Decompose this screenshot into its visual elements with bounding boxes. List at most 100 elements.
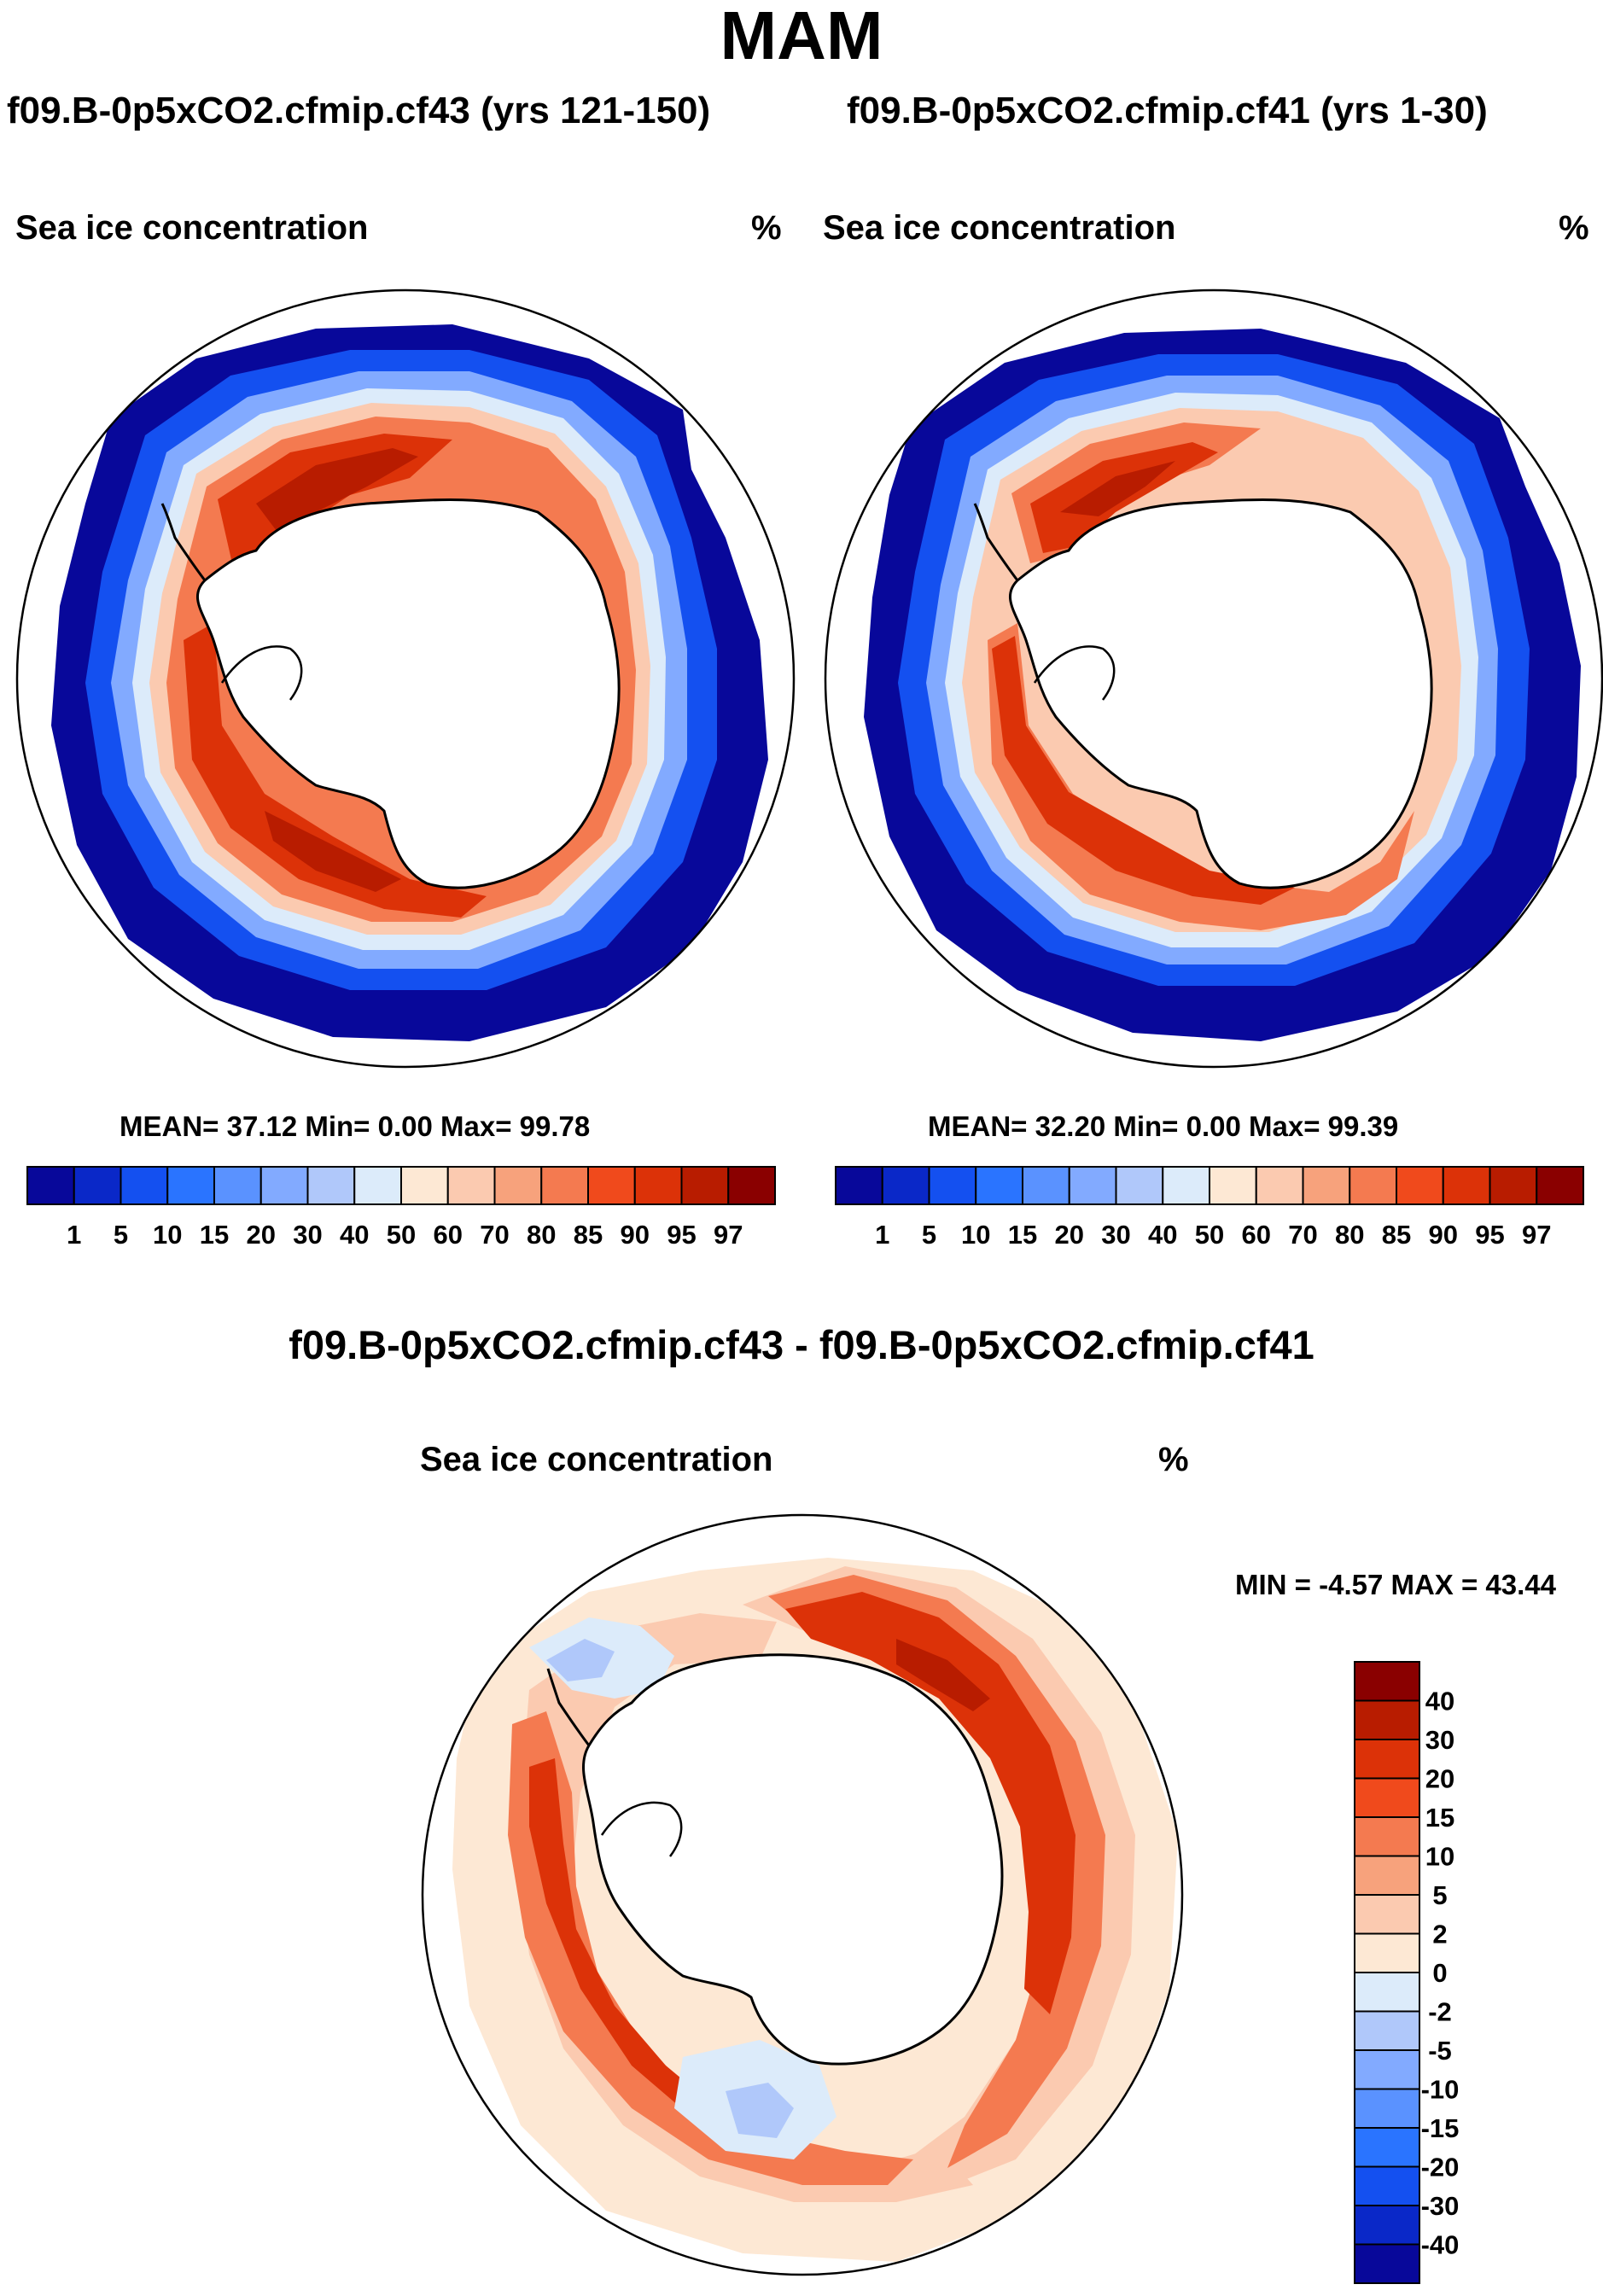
- colorbar-cell: [26, 1166, 75, 1205]
- panel1-map-border: [15, 288, 796, 1069]
- panel1-ross-ice-shelf: [220, 645, 303, 701]
- colorbar-cell: [835, 1166, 883, 1205]
- colorbar-cell: [1354, 2165, 1420, 2206]
- colorbar-cell: [1349, 1166, 1397, 1205]
- colorbar-tick-label: 1: [875, 1220, 889, 1250]
- diff-case-title: f09.B-0p5xCO2.cfmip.cf43 - f09.B-0p5xCO2…: [289, 1322, 1314, 1367]
- panel3-stats: MIN = -4.57 MAX = 43.44: [1235, 1569, 1557, 1600]
- panel3-diff-negative-4: [726, 2083, 794, 2138]
- colorbar-tick-label: 95: [1475, 1220, 1504, 1250]
- colorbar-cell: [306, 1166, 356, 1205]
- colorbar-cell: [1354, 2049, 1420, 2090]
- panel1-variable-label: Sea ice concentration: [15, 209, 369, 247]
- panel3-map-border: [421, 1513, 1184, 2276]
- colorbar-tick-label: 85: [1382, 1220, 1411, 1250]
- panel1-peninsula: [160, 503, 207, 581]
- colorbar-cell: [1209, 1166, 1257, 1205]
- panel2-ice-core-3: [992, 636, 1295, 905]
- colorbar-tick-label: 50: [1195, 1220, 1224, 1250]
- panel3-diff-max-core: [896, 1639, 990, 1711]
- colorbar-cell: [1354, 1932, 1420, 1973]
- colorbar-tick-label: 2: [1432, 1920, 1447, 1949]
- panel2-antarctica: [1008, 498, 1433, 889]
- colorbar-tick-label: 10: [1425, 1842, 1454, 1872]
- colorbar-cell: [446, 1166, 496, 1205]
- colorbar-tick-label: 1: [67, 1220, 81, 1250]
- colorbar-cell: [1354, 1739, 1420, 1780]
- panel2-ross-ice-shelf: [1033, 645, 1116, 701]
- colorbar-tick-label: 85: [574, 1220, 603, 1250]
- colorbar-tick-label: -5: [1428, 2036, 1452, 2066]
- panel3-diff-west-core: [529, 1758, 717, 2117]
- colorbar-cell: [540, 1166, 589, 1205]
- colorbar-cell: [1354, 2088, 1420, 2129]
- panel1-ice-core-3: [184, 623, 487, 918]
- panel1-colorbar: 1 5 10 15 20 30 40 50 60 70 80 85 90 95 97: [26, 1166, 776, 1250]
- colorbar-tick-label: 10: [961, 1220, 990, 1250]
- colorbar-tick-label: -15: [1421, 2113, 1460, 2143]
- panel2-peninsula: [973, 503, 1019, 581]
- colorbar-cell: [353, 1166, 402, 1205]
- panel3-peninsula: [546, 1668, 591, 1746]
- colorbar-cell: [1354, 1699, 1420, 1740]
- panel1-antarctica: [195, 498, 621, 889]
- colorbar-cell: [166, 1166, 215, 1205]
- colorbar-tick-label: 15: [1425, 1803, 1454, 1833]
- colorbar-tick-label: -20: [1421, 2153, 1460, 2182]
- panel2-map-border: [824, 288, 1603, 1069]
- panel1-ice-core-2: [256, 448, 418, 538]
- colorbar-tick-label: 50: [387, 1220, 416, 1250]
- colorbar-tick-label: 5: [114, 1220, 128, 1250]
- colorbar-cell: [213, 1166, 262, 1205]
- colorbar-tick-label: 70: [480, 1220, 509, 1250]
- panel2-stats: MEAN= 32.20 Min= 0.00 Max= 99.39: [928, 1110, 1399, 1142]
- colorbar-cell: [1022, 1166, 1070, 1205]
- colorbar-cell: [633, 1166, 683, 1205]
- colorbar-cell: [1068, 1166, 1117, 1205]
- colorbar-cell: [680, 1166, 730, 1205]
- colorbar-cell: [1536, 1166, 1584, 1205]
- colorbar-cell: [1489, 1166, 1538, 1205]
- colorbar-cell: [928, 1166, 977, 1205]
- colorbar-tick-label: 10: [153, 1220, 182, 1250]
- panel2-variable-label: Sea ice concentration: [823, 209, 1176, 247]
- colorbar-cell: [400, 1166, 449, 1205]
- panel3-map: [421, 1513, 1184, 2276]
- panel1-ice-core-4: [265, 811, 401, 892]
- colorbar-cell: [1115, 1166, 1164, 1205]
- panel3-diff-negative-2: [546, 1639, 615, 1681]
- colorbar-cell: [1354, 2010, 1420, 2051]
- colorbar-tick-label: 90: [621, 1220, 650, 1250]
- colorbar-tick-label: 5: [1432, 1880, 1447, 1910]
- colorbar-cell: [1442, 1166, 1491, 1205]
- colorbar-tick-label: 97: [1522, 1220, 1551, 1250]
- colorbar-tick-label: 80: [1335, 1220, 1364, 1250]
- panel3-diff-east-core: [785, 1592, 1075, 2014]
- colorbar-cell: [259, 1166, 309, 1205]
- colorbar-tick-label: 97: [714, 1220, 743, 1250]
- panel3-antarctica: [582, 1653, 1004, 2066]
- panel2-map: [824, 288, 1603, 1069]
- panel3-ross-ice-shelf: [600, 1801, 683, 1857]
- colorbar-tick-label: -30: [1421, 2191, 1460, 2221]
- colorbar-cell: [1354, 2127, 1420, 2168]
- colorbar-cell: [1354, 1661, 1420, 1702]
- colorbar-cell: [1302, 1166, 1351, 1205]
- colorbar-cell: [1354, 1816, 1420, 1857]
- colorbar-tick-label: 20: [247, 1220, 276, 1250]
- panel3-diff-west-arc: [508, 1711, 913, 2185]
- colorbar-tick-label: 0: [1432, 1958, 1447, 1988]
- colorbar-cell: [587, 1166, 636, 1205]
- colorbar-cell: [727, 1166, 776, 1205]
- colorbar-cell: [1354, 2243, 1420, 2284]
- colorbar-tick-label: 70: [1288, 1220, 1317, 1250]
- colorbar-tick-label: 15: [1008, 1220, 1037, 1250]
- colorbar-cell: [1162, 1166, 1210, 1205]
- colorbar-tick-label: 60: [434, 1220, 463, 1250]
- colorbar-cell: [1354, 2205, 1420, 2246]
- colorbar-tick-label: 30: [1425, 1725, 1454, 1755]
- panel2-units-label: %: [1559, 209, 1589, 247]
- colorbar-cell: [1354, 1855, 1420, 1896]
- panel1-units-label: %: [751, 209, 782, 247]
